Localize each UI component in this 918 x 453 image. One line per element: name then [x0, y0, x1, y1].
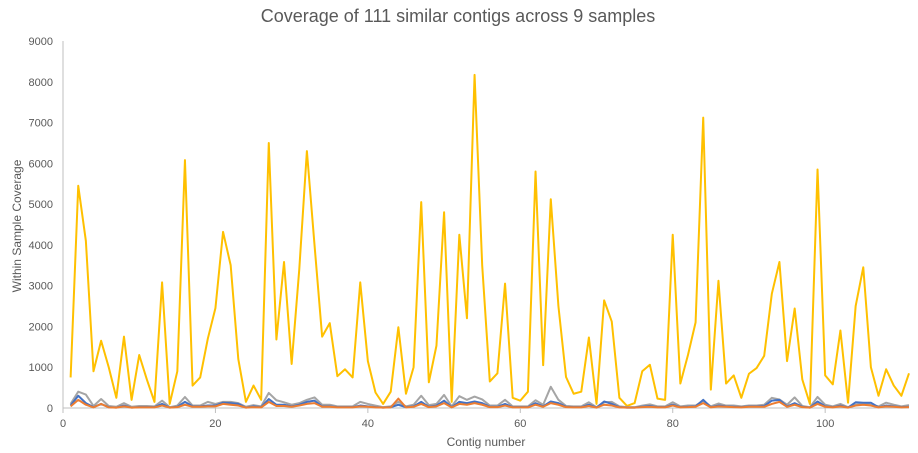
y-tick-label: 1000 [29, 362, 53, 374]
x-tick-label: 20 [209, 418, 221, 430]
y-tick-label: 8000 [29, 77, 53, 89]
y-tick-label: 0 [47, 403, 53, 415]
x-axis-label: Contig number [447, 435, 526, 449]
y-axis-label: Within Sample Coverage [10, 159, 24, 292]
y-tick-label: 6000 [29, 158, 53, 170]
chart-title: Coverage of 111 similar contigs across 9… [261, 6, 656, 26]
series-line-2 [69, 385, 910, 409]
x-tick-label: 80 [667, 418, 679, 430]
axes [62, 41, 909, 409]
x-tick-label: 100 [816, 418, 834, 430]
y-tick-label: 2000 [29, 321, 53, 333]
y-tick-label: 3000 [29, 281, 53, 293]
series-line-4 [69, 397, 910, 409]
series-line-1 [69, 73, 910, 407]
series-layer [69, 73, 910, 409]
y-tick-label: 7000 [29, 118, 53, 130]
ticks-layer: 0 1000 2000 3000 4000 5000 6000 7000 8000 9000 0 20… [29, 36, 835, 430]
y-tick-label: 5000 [29, 199, 53, 211]
x-tick-label: 0 [60, 418, 66, 430]
y-tick-label: 4000 [29, 240, 53, 252]
y-tick-label: 9000 [29, 36, 53, 48]
x-tick-label: 60 [514, 418, 526, 430]
x-tick-label: 40 [362, 418, 374, 430]
